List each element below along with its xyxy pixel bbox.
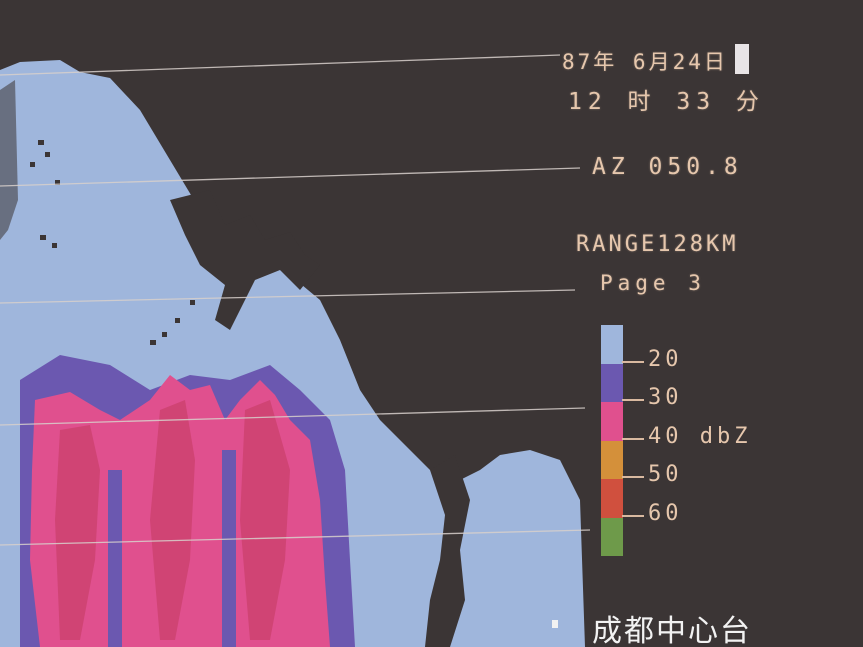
date-readout: 87年 6月24日 xyxy=(562,50,728,74)
colorbar-tick xyxy=(622,399,644,401)
colorbar-tick-label: 40 dbZ xyxy=(648,423,752,449)
colorbar-segment xyxy=(601,363,623,402)
colorbar-tick xyxy=(622,360,644,363)
station-name: 成都中心台 xyxy=(592,614,752,647)
colorbar-tick-label: 50 xyxy=(648,462,683,487)
range-readout: RANGE128KM xyxy=(576,232,739,257)
colorbar-segment xyxy=(601,402,623,441)
colorbar-segment xyxy=(601,479,623,518)
colorbar-tick xyxy=(622,476,644,478)
colorbar-segment xyxy=(601,440,623,479)
text-cursor xyxy=(735,44,749,74)
page-readout: Page 3 xyxy=(600,271,706,295)
reflectivity-colorbar xyxy=(601,325,623,556)
colorbar-tick xyxy=(622,437,644,440)
colorbar-tick-label: 60 xyxy=(648,500,683,526)
time-readout: 12 时 33 分 xyxy=(568,89,765,115)
colorbar-tick xyxy=(622,514,644,517)
colorbar-tick-label: 30 xyxy=(648,385,683,410)
station-marker xyxy=(552,620,558,628)
azimuth-readout: AZ 050.8 xyxy=(592,154,743,180)
colorbar-tick-label: 20 xyxy=(648,346,683,372)
colorbar-segment xyxy=(601,325,623,364)
colorbar-segment xyxy=(601,517,623,556)
